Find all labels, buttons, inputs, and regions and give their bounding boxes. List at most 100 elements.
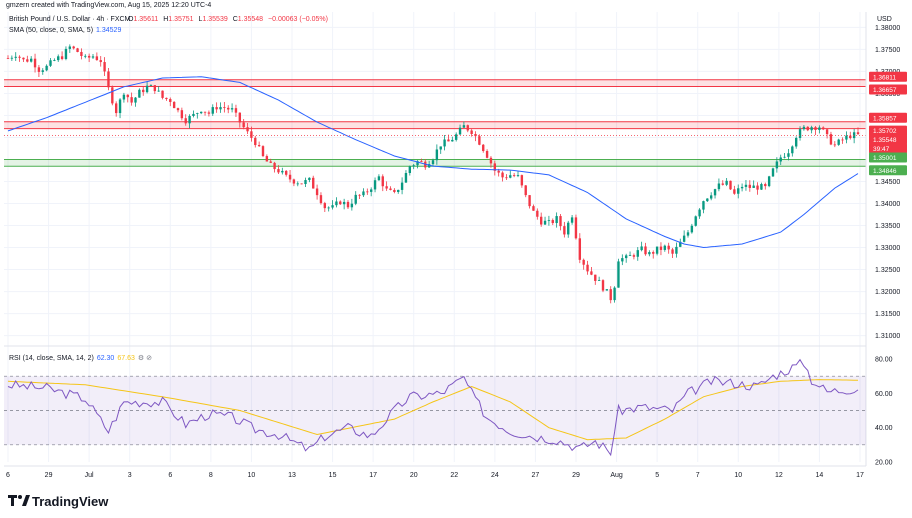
candle-body	[261, 146, 265, 157]
price-tag-res-bottom-bg	[869, 84, 907, 95]
tradingview-logo-text: TradingView	[32, 494, 109, 509]
candle-body	[613, 287, 616, 301]
candle-body	[29, 58, 33, 62]
candle-body	[686, 232, 690, 236]
candle-body	[752, 185, 755, 188]
candle-body	[219, 107, 222, 110]
rsi-ma-line	[7, 379, 858, 441]
time-tick-label: 6	[168, 472, 172, 479]
candle-body	[350, 203, 354, 208]
rsi-tick-label: 80.00	[875, 357, 893, 364]
candle-body	[26, 59, 29, 62]
candle-body	[794, 137, 798, 147]
ohlc-high-label: H	[163, 16, 168, 23]
time-tick-label: Jul	[85, 472, 94, 479]
candle-body	[829, 134, 833, 145]
candle-body	[404, 172, 408, 183]
candle-body	[659, 246, 663, 250]
price-tick-label: 1.34500	[875, 179, 900, 186]
candle-body	[636, 250, 639, 257]
candle-body	[528, 195, 531, 207]
time-tick-label: 27	[532, 472, 540, 479]
rsi-label: RSI (14, close, SMA, 14, 2)	[9, 355, 94, 362]
time-tick-label: 14	[816, 472, 824, 479]
candle-body	[729, 180, 732, 190]
candle-body	[199, 111, 203, 114]
candle-body	[482, 144, 485, 151]
candle-body	[362, 191, 365, 196]
candle-body	[265, 156, 269, 162]
price-tick-label: 1.33000	[875, 245, 900, 252]
time-tick-label: 22	[450, 472, 458, 479]
candle-body	[555, 216, 558, 224]
candle-body	[393, 189, 396, 192]
candle-body	[648, 252, 651, 255]
ohlc-change: −0.00063 (−0.05%)	[268, 16, 328, 23]
candle-body	[103, 62, 106, 72]
candle-body	[671, 249, 674, 254]
candle-body	[713, 189, 717, 196]
candle-body	[80, 51, 83, 56]
price-tick-label: 1.34000	[875, 201, 900, 208]
price-tag-sup-bottom: 1.34846	[873, 168, 897, 175]
candle-body	[53, 60, 56, 61]
price-tick-label: 1.38000	[875, 25, 900, 32]
candle-body	[601, 280, 605, 291]
candle-body	[628, 255, 632, 256]
price-tick-label: 1.37500	[875, 47, 900, 54]
candle-body	[142, 89, 145, 93]
candle-body	[682, 235, 686, 242]
time-tick-label: 10	[734, 472, 742, 479]
candle-body	[366, 191, 369, 193]
rsi-band	[4, 376, 866, 445]
ohlc-open-label: O	[128, 16, 134, 23]
currency-label: USD	[877, 16, 892, 23]
candle-body	[14, 56, 17, 58]
time-tick-label: 20	[410, 472, 418, 479]
svg-text:SMA (50, close, 0, SMA, 5)1.34: SMA (50, close, 0, SMA, 5) 1.34529	[9, 27, 121, 34]
candle-body	[632, 255, 636, 257]
candle-body	[512, 175, 516, 177]
svg-text:O1.35611 H1.35751: O1.35611 H1.35751 L1.35539 C1.35548 −0.0…	[128, 16, 328, 23]
candle-body	[852, 132, 856, 139]
price-tick-label: 1.32500	[875, 267, 900, 274]
candle-body	[590, 271, 593, 275]
candle-body	[118, 99, 122, 114]
candle-body	[439, 146, 442, 150]
candle-body	[462, 125, 466, 128]
candle-body	[312, 177, 315, 189]
chart-layer: 1.380001.375001.370001.365001.360001.355…	[4, 12, 907, 479]
candle-body	[825, 129, 829, 135]
candle-body	[230, 108, 234, 110]
candle-body	[570, 217, 574, 223]
candle-body	[76, 48, 79, 52]
candle-body	[323, 203, 327, 209]
settings-icon[interactable]: ⚙ ⊘	[138, 354, 152, 362]
candle-body	[725, 180, 728, 185]
candle-body	[849, 135, 852, 139]
candle-body	[609, 289, 612, 301]
candle-body	[694, 216, 697, 226]
candle-body	[539, 216, 543, 225]
candle-body	[269, 161, 272, 163]
candle-body	[354, 194, 357, 204]
candle-body	[740, 186, 744, 189]
candle-body	[655, 246, 659, 254]
candle-body	[547, 220, 551, 221]
candle-body	[381, 176, 384, 187]
zone-resistance	[4, 121, 866, 129]
candle-body	[211, 107, 214, 114]
price-tag-zone-top-bg	[869, 112, 907, 123]
candle-body	[234, 108, 238, 113]
candle-body	[385, 186, 388, 189]
candle-body	[416, 161, 419, 166]
candle-body	[373, 180, 377, 190]
ohlc-low: 1.35539	[202, 16, 227, 23]
candle-body	[709, 195, 713, 199]
candle-body	[400, 182, 404, 190]
tradingview-logo[interactable]: TradingView	[8, 494, 109, 509]
sma-label: SMA (50, close, 0, SMA, 5)	[9, 27, 93, 34]
candle-body	[617, 261, 620, 288]
